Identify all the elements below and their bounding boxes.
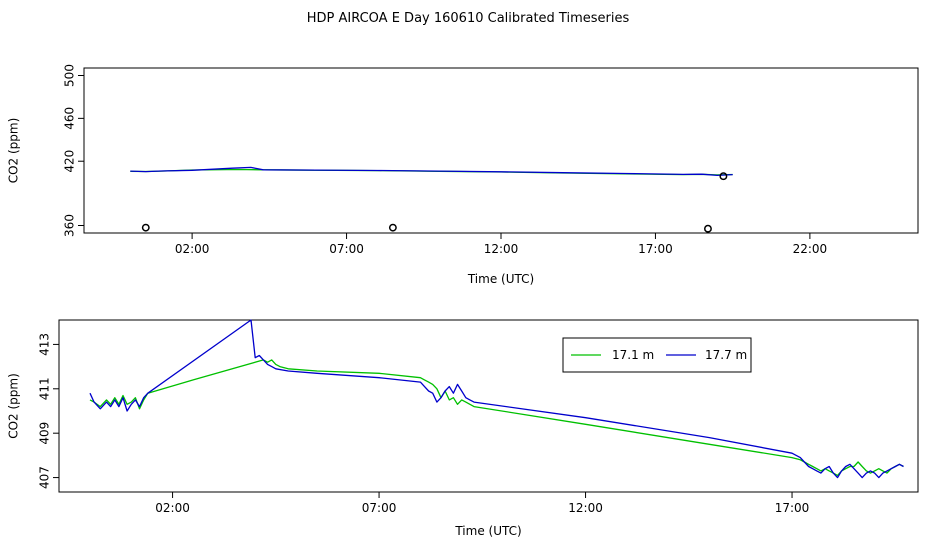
- plot-frame: [83, 67, 919, 234]
- legend: 17.1 m 17.7 m: [562, 337, 752, 373]
- legend-label-green: 17.1 m: [612, 348, 654, 362]
- y-tick-label: 413: [38, 333, 52, 356]
- x-tick-label: 17:00: [775, 501, 810, 515]
- x-tick-label: 22:00: [793, 242, 828, 256]
- y-axis-label: CO2 (ppm): [7, 118, 21, 184]
- y-tick-label: 420: [63, 150, 77, 173]
- x-tick-label: 12:00: [568, 501, 603, 515]
- x-tick-label: 07:00: [362, 501, 397, 515]
- x-tick-label: 02:00: [175, 242, 210, 256]
- plot-frame: [58, 319, 919, 493]
- chart-title: HDP AIRCOA E Day 160610 Calibrated Times…: [307, 11, 630, 26]
- y-axis-label: CO2 (ppm): [7, 373, 21, 439]
- series-line-blue: [89, 319, 904, 479]
- bottom-panel: 02:00 07:00 12:00 17:00 407 409 411 413 Time (UT…: [7, 319, 919, 538]
- series-line-green: [89, 359, 904, 477]
- data-point: [141, 223, 150, 232]
- x-axis-label: Time (UTC): [467, 272, 534, 286]
- x-tick-label: 07:00: [329, 242, 364, 256]
- x-tick-label: 17:00: [638, 242, 673, 256]
- x-tick-label: 12:00: [484, 242, 519, 256]
- series-line-blue: [130, 166, 733, 177]
- y-tick-label: 407: [38, 466, 52, 489]
- legend-box: [562, 337, 752, 373]
- x-tick-label: 02:00: [155, 501, 190, 515]
- x-axis-label: Time (UTC): [454, 524, 521, 538]
- y-tick-label: 411: [38, 377, 52, 400]
- y-tick-label: 460: [63, 107, 77, 130]
- y-tick-label: 360: [63, 214, 77, 237]
- y-tick-label: 500: [63, 64, 77, 87]
- data-point: [719, 172, 728, 181]
- y-tick-label: 409: [38, 422, 52, 445]
- data-point: [388, 223, 397, 232]
- data-point: [704, 224, 712, 233]
- top-panel: 02:00 07:00 12:00 17:00 22:00 360 420 460 500 Tim…: [7, 64, 919, 286]
- legend-label-blue: 17.7 m: [705, 348, 747, 362]
